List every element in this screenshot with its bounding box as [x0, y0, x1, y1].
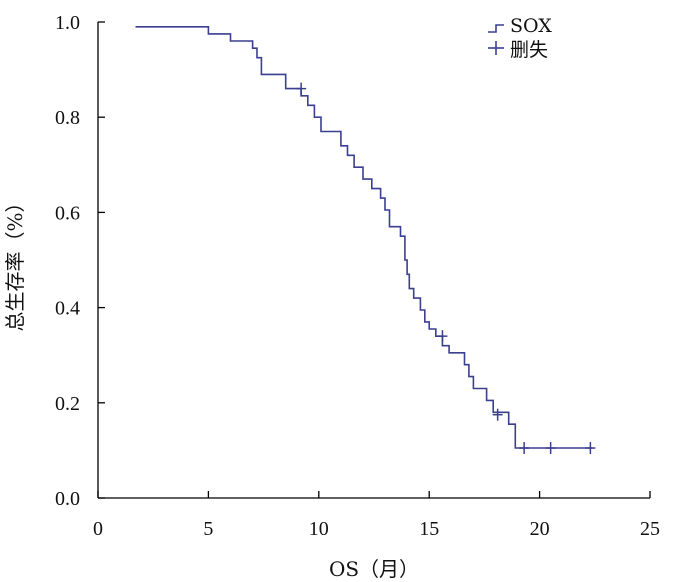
censor-marker — [545, 442, 556, 455]
step-line-icon — [488, 24, 504, 33]
y-tick-label: 0.2 — [55, 393, 80, 415]
y-tick-label: 0.6 — [55, 202, 80, 224]
x-tick-label: 15 — [419, 518, 439, 540]
y-axis-ticks: 0.0 0.2 0.4 0.6 0.8 1.0 — [55, 12, 105, 510]
censor-marker — [296, 82, 307, 95]
x-tick-label: 10 — [309, 518, 329, 540]
legend-label-censored: 删失 — [510, 39, 548, 61]
series-sox-line — [135, 26, 593, 449]
censor-marker — [492, 408, 503, 421]
x-tick-label: 20 — [530, 518, 550, 540]
x-axis-title: OS（月） — [329, 557, 419, 581]
legend-label-sox: SOX — [510, 15, 552, 37]
x-tick-label: 5 — [203, 518, 213, 540]
legend: SOX 删失 — [488, 15, 552, 61]
censor-marker — [585, 442, 596, 455]
y-tick-label: 0.4 — [55, 298, 80, 320]
y-tick-label: 0.8 — [55, 107, 80, 129]
censor-marker — [519, 442, 530, 455]
y-tick-label: 1.0 — [55, 12, 80, 34]
x-axis-ticks: 0 5 10 15 20 25 — [93, 491, 660, 540]
censor-markers — [296, 82, 596, 455]
x-tick-label: 25 — [640, 518, 660, 540]
y-axis-title: 总生存率（%） — [3, 192, 27, 331]
x-tick-label: 0 — [93, 518, 103, 540]
censor-marker — [437, 330, 448, 343]
y-tick-label: 0.0 — [55, 488, 80, 510]
plus-marker-icon — [488, 41, 504, 55]
